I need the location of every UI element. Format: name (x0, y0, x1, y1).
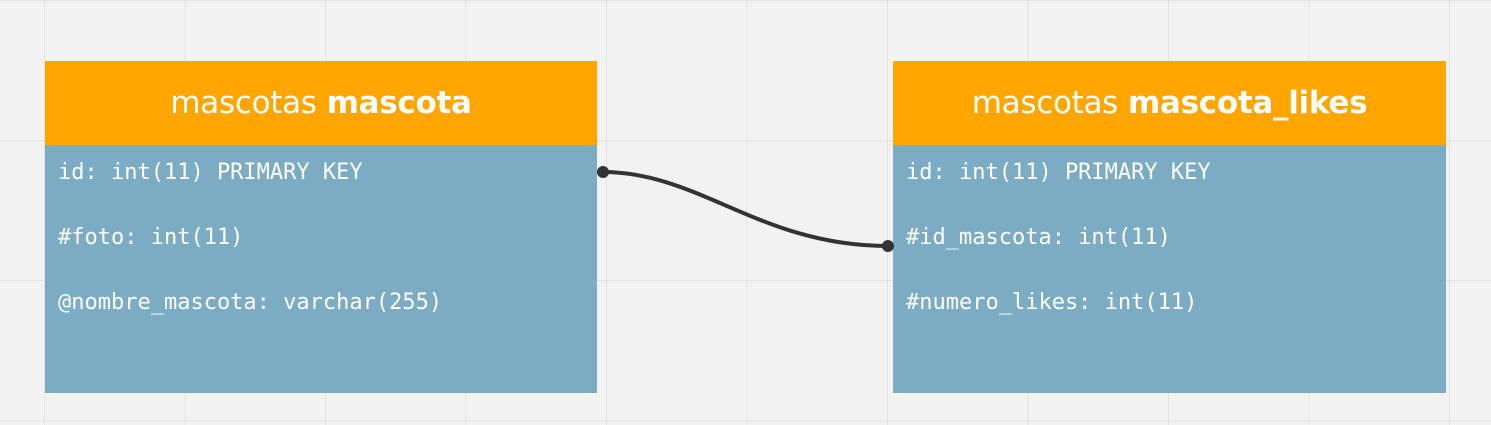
relation-line[interactable] (601, 170, 890, 248)
field-row-id[interactable]: id: int(11) PRIMARY KEY (58, 160, 363, 185)
table-header[interactable]: mascotas mascota_likes (893, 61, 1446, 145)
table-header[interactable]: mascotas mascota (45, 61, 597, 145)
field-row-nombre-mascota[interactable]: @nombre_mascota: varchar(255) (58, 290, 443, 315)
table-mascota-likes[interactable]: mascotas mascota_likes id: int(11) PRIMA… (893, 61, 1446, 393)
table-schema-label: mascotas (971, 85, 1119, 121)
field-row-numero-likes[interactable]: #numero_likes: int(11) (906, 290, 1198, 315)
table-schema-label: mascotas (170, 85, 317, 121)
table-name-label: mascota (326, 85, 472, 121)
field-row-foto[interactable]: #foto: int(11) (58, 225, 244, 250)
relation-endpoint-start[interactable] (597, 166, 609, 178)
table-name-label: mascota_likes (1128, 85, 1368, 121)
field-row-id-mascota[interactable]: #id_mascota: int(11) (906, 225, 1171, 250)
field-row-id[interactable]: id: int(11) PRIMARY KEY (906, 160, 1211, 185)
table-mascota[interactable]: mascotas mascota id: int(11) PRIMARY KEY… (45, 61, 597, 393)
